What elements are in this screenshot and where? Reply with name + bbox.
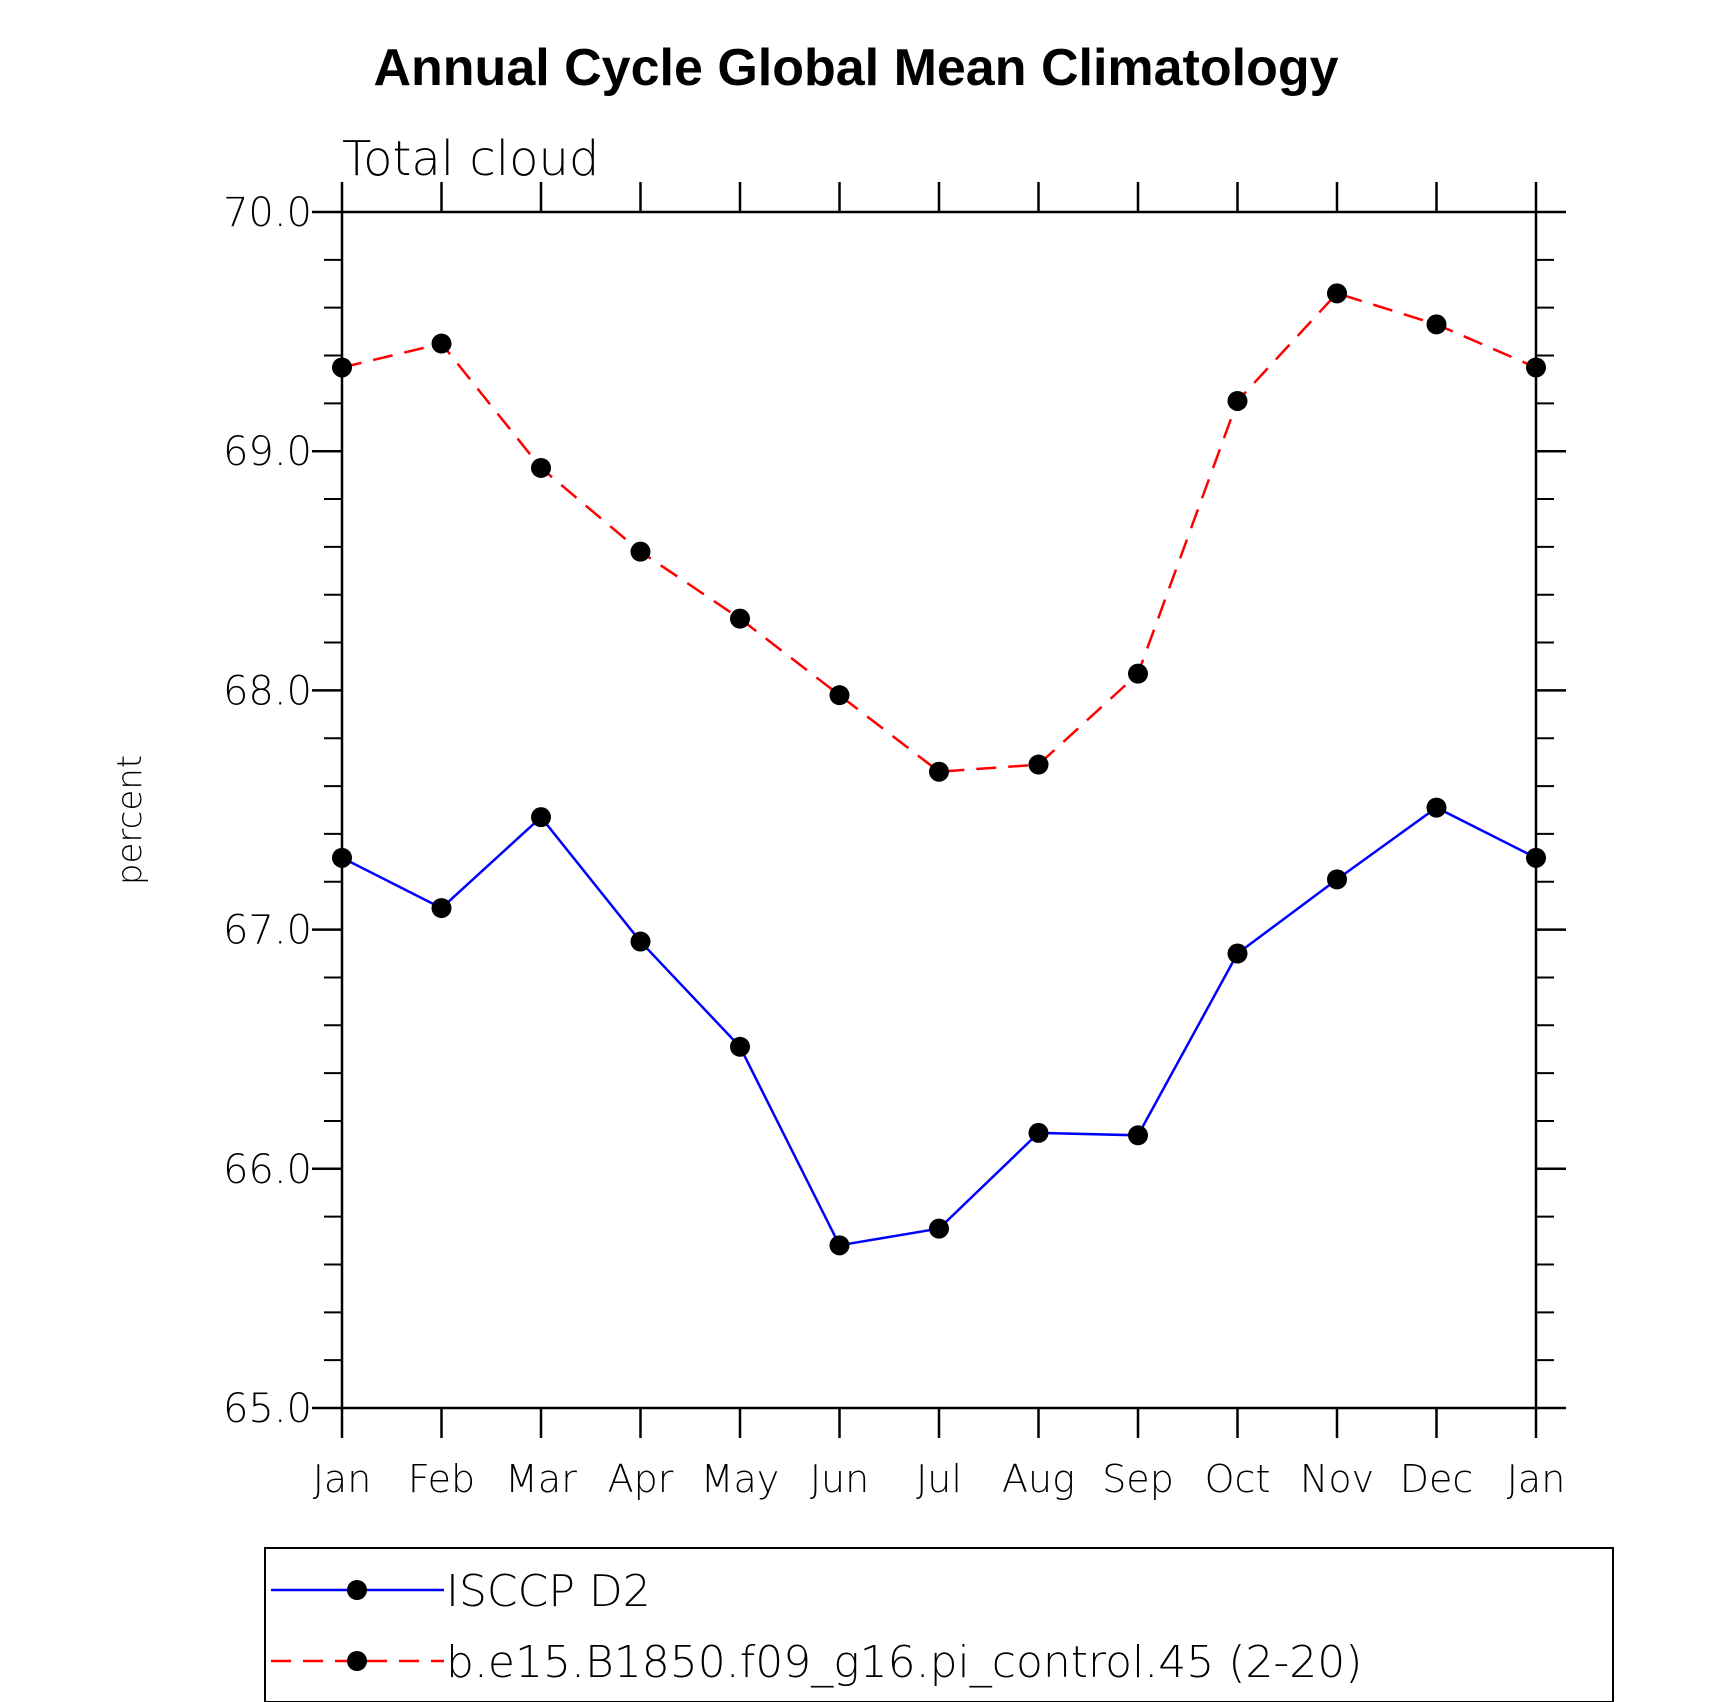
legend-box xyxy=(264,1547,1614,1702)
data-point-s1-11 xyxy=(1426,314,1447,335)
data-point-s1-9 xyxy=(1227,390,1248,411)
data-point-s0-3 xyxy=(630,931,651,952)
legend-marker-model xyxy=(347,1651,367,1671)
data-point-s1-7 xyxy=(1028,754,1049,775)
x-tick-label: Oct xyxy=(1205,1457,1271,1501)
data-point-s0-4 xyxy=(730,1036,750,1057)
y-tick-label: 68.0 xyxy=(223,668,312,714)
data-point-s1-4 xyxy=(730,608,750,629)
y-tick-label: 69.0 xyxy=(223,429,312,475)
data-point-s0-6 xyxy=(929,1218,949,1239)
chart-title: Annual Cycle Global Mean Climatology xyxy=(373,39,1338,97)
data-point-s1-5 xyxy=(829,685,850,706)
x-tick-label: Apr xyxy=(608,1457,674,1501)
x-tick-label: Jan xyxy=(313,1457,372,1501)
y-axis-label: percent xyxy=(110,755,150,885)
data-point-s1-2 xyxy=(531,457,551,478)
data-point-s0-11 xyxy=(1426,797,1447,818)
y-tick-label: 67.0 xyxy=(223,908,312,954)
data-point-s0-9 xyxy=(1227,943,1248,964)
data-point-s1-0 xyxy=(332,357,352,378)
x-tick-label: May xyxy=(701,1457,780,1501)
x-tick-label: Aug xyxy=(1002,1457,1075,1501)
series-line-1 xyxy=(341,291,1537,773)
x-tick-label: Jul xyxy=(916,1457,962,1501)
x-tick-label: Feb xyxy=(408,1457,475,1501)
chart-subtitle: Total cloud xyxy=(342,131,599,187)
legend: ISCCP D2 b.e15.B1850.f09_g16.pi_control.… xyxy=(264,1547,1614,1702)
data-point-s0-5 xyxy=(829,1235,850,1256)
data-point-s1-8 xyxy=(1128,663,1148,684)
series-line-0 xyxy=(341,806,1537,1247)
data-point-s1-10 xyxy=(1327,283,1347,304)
data-point-s0-12 xyxy=(1526,847,1546,868)
series-points xyxy=(332,283,1546,1256)
data-point-s0-0 xyxy=(332,847,352,868)
x-tick-label: Nov xyxy=(1300,1457,1374,1501)
x-axis: Jan Feb Mar Apr May Jun Jul Aug Sep Oct Nov Dec Jan xyxy=(313,182,1566,1501)
y-tick-label: 70.0 xyxy=(223,190,312,236)
data-point-s0-8 xyxy=(1128,1125,1148,1146)
x-tick-label: Dec xyxy=(1400,1457,1474,1501)
legend-label-model: b.e15.B1850.f09_g16.pi_control.45 (2-20) xyxy=(446,1637,1362,1688)
data-point-s0-10 xyxy=(1327,869,1347,890)
data-point-s0-1 xyxy=(431,898,452,919)
data-point-s1-12 xyxy=(1526,357,1546,378)
legend-label-isccp: ISCCP D2 xyxy=(446,1566,651,1617)
y-tick-label: 65.0 xyxy=(223,1386,312,1432)
y-axis: 65.0 66.0 67.0 68.0 69.0 70.0 xyxy=(223,190,1566,1432)
x-tick-label: Mar xyxy=(505,1457,577,1501)
data-point-s0-7 xyxy=(1028,1122,1049,1143)
data-point-s1-3 xyxy=(630,541,651,562)
x-tick-label: Jan xyxy=(1507,1457,1566,1501)
data-point-s1-1 xyxy=(431,333,452,354)
legend-marker-isccp xyxy=(347,1580,367,1600)
data-point-s1-6 xyxy=(929,761,949,782)
x-tick-label: Sep xyxy=(1102,1457,1174,1501)
y-tick-label: 66.0 xyxy=(223,1147,312,1193)
data-point-s0-2 xyxy=(531,807,551,828)
x-tick-label: Jun xyxy=(810,1457,869,1501)
